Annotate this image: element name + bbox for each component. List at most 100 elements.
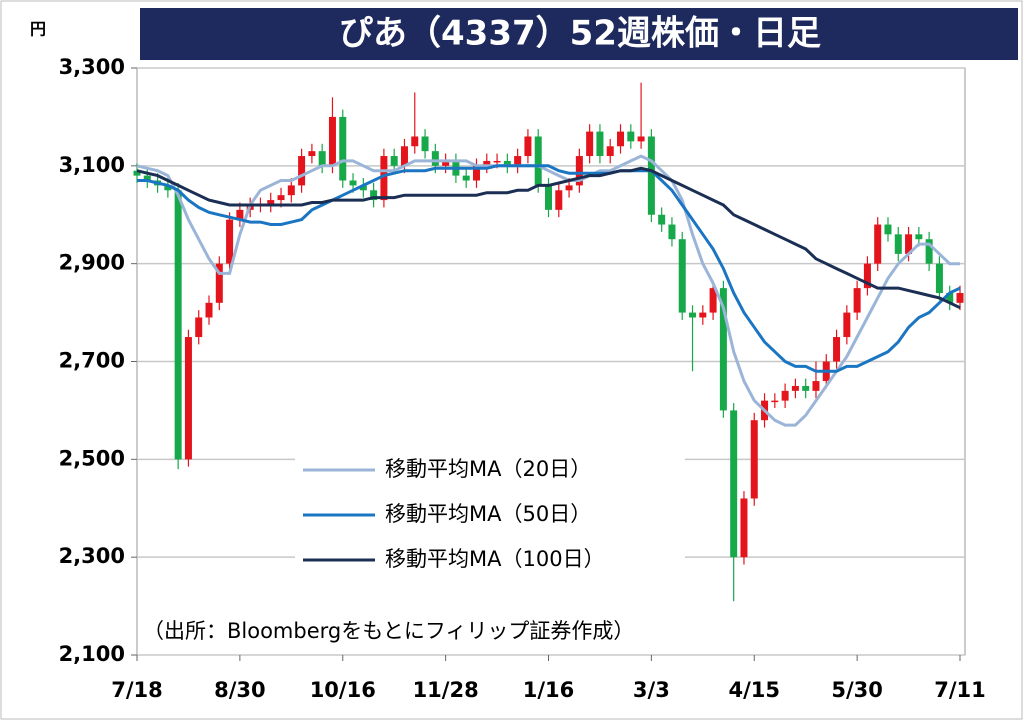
y-tick-label: 2,700 xyxy=(59,349,125,373)
moving-average-line xyxy=(136,166,961,310)
candle-body xyxy=(627,131,635,142)
candle-body xyxy=(709,288,717,313)
candle-body xyxy=(493,160,501,163)
legend-label: 移動平均MA（100日） xyxy=(385,547,605,571)
candle-body xyxy=(472,165,480,181)
title-box xyxy=(140,8,1018,60)
candle-body xyxy=(359,185,367,191)
y-tick-label: 3,100 xyxy=(59,153,125,177)
candle-body xyxy=(658,214,666,225)
candle-body xyxy=(730,410,738,558)
candle-body xyxy=(164,185,172,191)
candle-body xyxy=(575,156,583,186)
candle-body xyxy=(174,190,182,460)
candle-body xyxy=(545,185,552,210)
candle-body xyxy=(339,116,347,181)
x-tick-label: 1/16 xyxy=(523,678,575,702)
y-tick-label: 2,100 xyxy=(59,642,125,666)
x-tick-label: 11/28 xyxy=(413,678,479,702)
legend-label: 移動平均MA（50日） xyxy=(385,502,591,526)
x-tick-label: 3/3 xyxy=(633,678,670,702)
x-tick-label: 10/16 xyxy=(310,678,376,702)
candle-body xyxy=(195,317,203,338)
candle-body xyxy=(586,131,594,157)
candle-body xyxy=(678,239,686,313)
candle-body xyxy=(215,263,223,303)
candle-body xyxy=(617,131,625,147)
candle-body xyxy=(905,234,913,254)
y-tick-label: 2,900 xyxy=(59,251,125,275)
candle-body xyxy=(133,170,141,176)
candle-body xyxy=(328,116,336,166)
candle-body xyxy=(298,156,306,186)
candle-body xyxy=(184,337,192,460)
candle-body xyxy=(740,498,748,558)
candle-body xyxy=(596,131,604,157)
candle-body xyxy=(143,175,151,181)
candle-body xyxy=(699,312,707,318)
y-tick-label: 2,300 xyxy=(59,544,125,568)
candle-body xyxy=(647,136,655,215)
y-unit: 円 xyxy=(30,20,46,39)
candle-body xyxy=(812,381,820,391)
chart-title: ぴあ（4337）52週株価・日足 xyxy=(339,14,821,54)
candle-body xyxy=(863,263,871,289)
candle-body xyxy=(833,337,841,362)
candle-body xyxy=(318,151,326,166)
candle-body xyxy=(462,175,470,181)
candle-body xyxy=(771,400,779,403)
candle-body xyxy=(853,288,861,313)
candle-body xyxy=(390,156,398,166)
candle-body xyxy=(894,234,902,254)
candle-body xyxy=(791,385,799,391)
candle-body xyxy=(349,180,357,186)
y-tick-label: 3,300 xyxy=(59,55,125,79)
candle-body xyxy=(308,151,316,157)
moving-average-line xyxy=(137,164,961,373)
candle-body xyxy=(802,385,810,391)
candle-body xyxy=(514,156,522,166)
moving-average-line xyxy=(136,154,960,427)
candle-body xyxy=(483,160,491,166)
candle-body xyxy=(534,136,542,186)
x-tick-label: 4/15 xyxy=(728,678,780,702)
candle-body xyxy=(946,293,954,303)
candle-body xyxy=(431,151,439,166)
candle-body xyxy=(956,293,964,303)
candle-body xyxy=(935,263,943,294)
candle-body xyxy=(287,185,295,196)
y-tick-label: 2,500 xyxy=(59,446,125,470)
candle-body xyxy=(236,209,244,220)
candle-body xyxy=(781,390,789,401)
candle-body xyxy=(750,420,758,499)
candle-body xyxy=(442,160,450,166)
candle-body xyxy=(380,156,388,201)
candle-body xyxy=(915,234,923,240)
x-tick-label: 8/30 xyxy=(214,678,266,702)
candle-body xyxy=(874,224,882,264)
candle-body xyxy=(400,146,408,166)
candle-body xyxy=(843,312,851,338)
candle-body xyxy=(267,200,275,205)
candle-body xyxy=(205,302,213,318)
candle-body xyxy=(524,136,532,157)
candle-body xyxy=(503,160,511,166)
x-tick-label: 5/30 xyxy=(831,678,883,702)
candle-body xyxy=(565,185,573,191)
candle-body xyxy=(884,224,892,235)
x-tick-label: 7/11 xyxy=(934,678,986,702)
candle-body xyxy=(555,190,563,210)
candle-body xyxy=(277,195,285,201)
candle-body xyxy=(668,224,676,240)
candle-body xyxy=(606,146,614,157)
source-note: （出所：Bloombergをもとにフィリップ証券作成） xyxy=(143,619,634,643)
candle-body xyxy=(925,239,933,264)
candle-body xyxy=(411,136,419,147)
candle-body xyxy=(421,136,429,152)
x-tick-label: 7/18 xyxy=(111,678,163,702)
candle-body xyxy=(226,219,234,264)
candle-body xyxy=(370,190,378,201)
candle-body xyxy=(637,136,645,142)
